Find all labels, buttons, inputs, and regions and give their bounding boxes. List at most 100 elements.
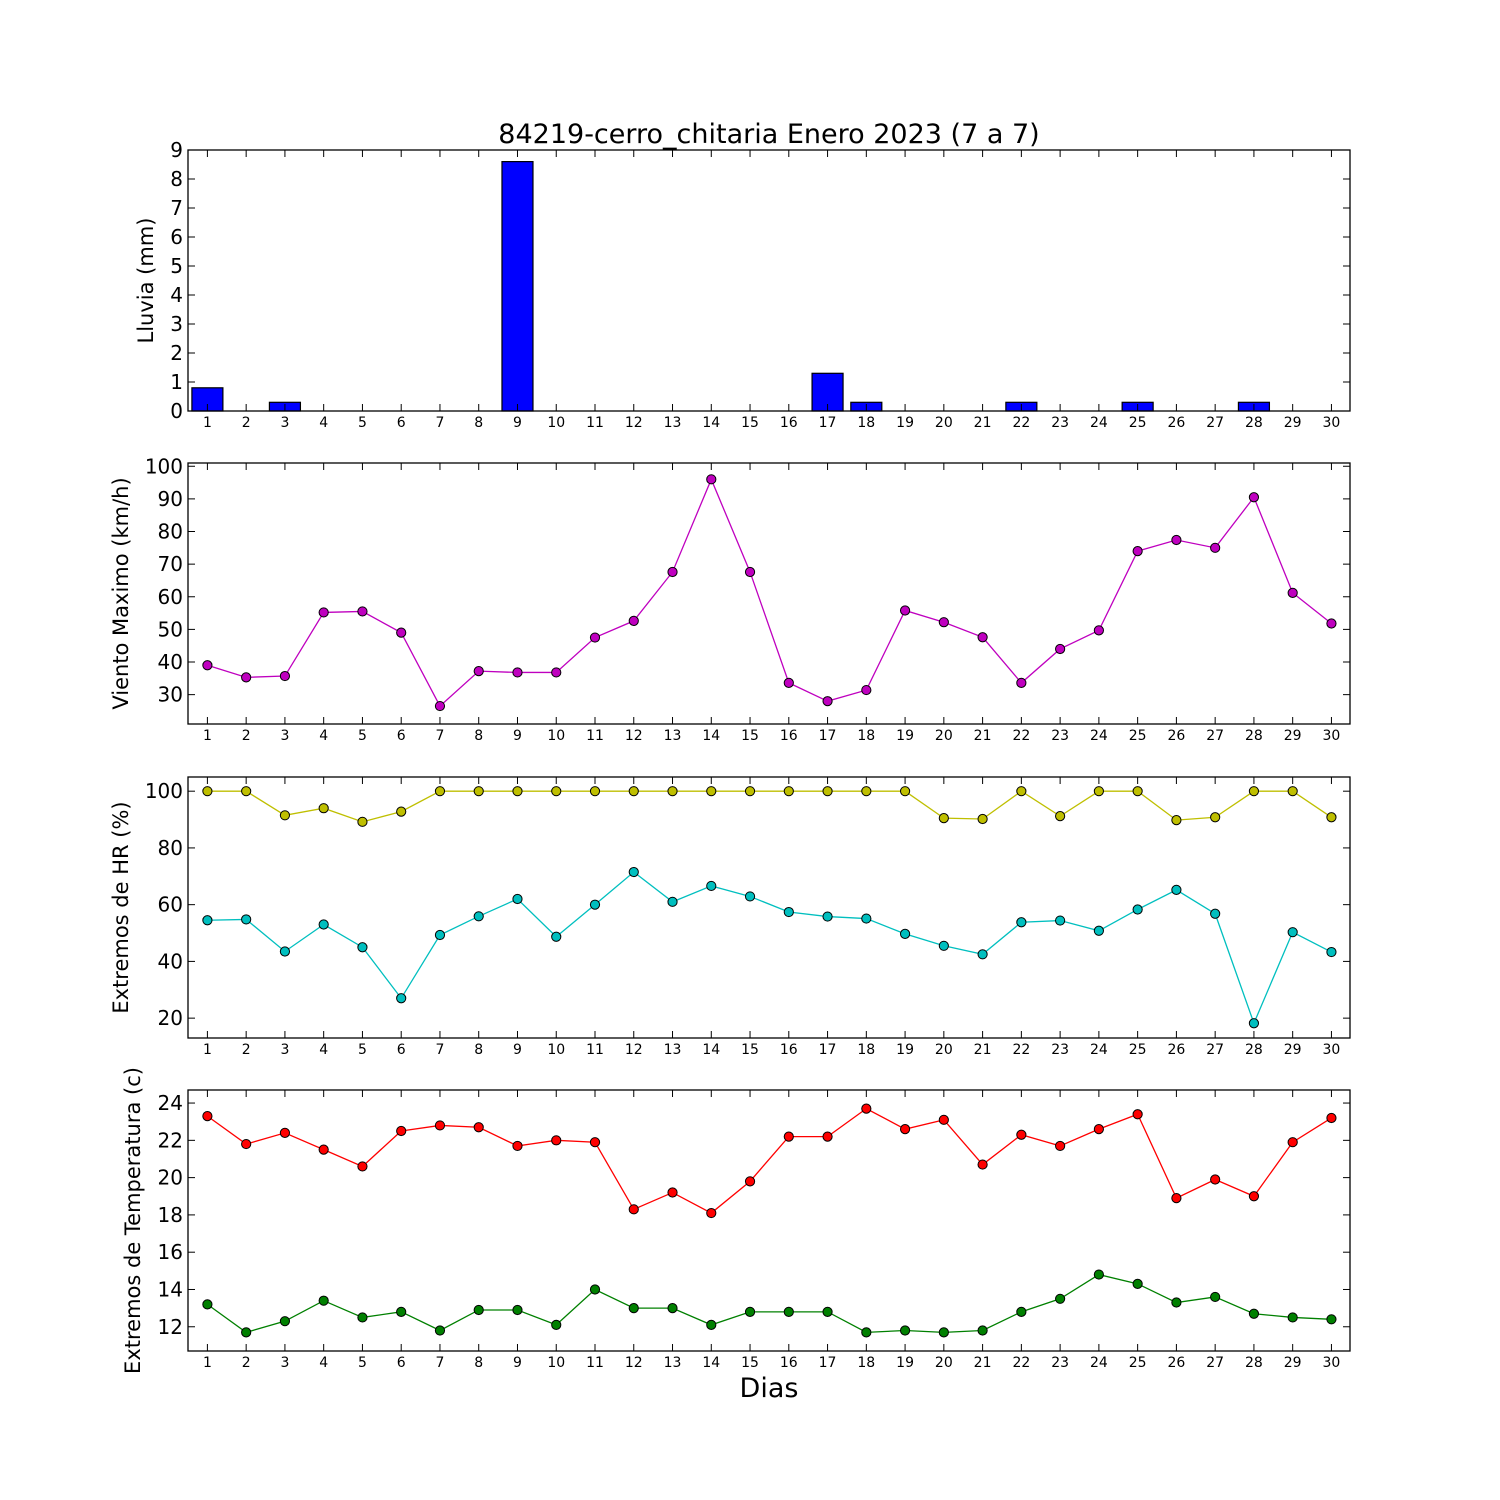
data-point xyxy=(202,1111,213,1122)
y-tick-label: 2 xyxy=(170,341,183,365)
x-tick-label: 20 xyxy=(935,415,953,431)
data-point xyxy=(589,632,601,643)
series-line xyxy=(207,790,1332,823)
y-tick-label: 8 xyxy=(170,167,183,191)
data-point xyxy=(1171,534,1182,546)
data-point xyxy=(744,786,756,797)
data-point xyxy=(1093,925,1104,936)
x-axis-label: Dias xyxy=(740,1373,799,1404)
x-tick-label: 14 xyxy=(702,1042,720,1058)
data-point xyxy=(1210,1174,1221,1185)
data-point xyxy=(1326,1314,1337,1325)
x-tick-label: 27 xyxy=(1206,1355,1224,1371)
data-point xyxy=(1132,1109,1143,1120)
y-axis-label: Viento Maximo (km/h) xyxy=(109,477,133,709)
data-point xyxy=(1171,1297,1182,1308)
x-tick-label: 29 xyxy=(1284,728,1302,744)
x-tick-label: 10 xyxy=(547,415,565,431)
data-point xyxy=(318,803,329,814)
data-point xyxy=(628,1204,639,1215)
data-point xyxy=(1248,1018,1260,1029)
y-tick-label: 60 xyxy=(158,893,183,917)
data-point xyxy=(512,786,523,797)
data-point xyxy=(434,786,446,797)
x-tick-label: 22 xyxy=(1012,1355,1030,1371)
x-tick-label: 18 xyxy=(857,728,875,744)
x-tick-label: 7 xyxy=(435,728,444,744)
x-tick-label: 8 xyxy=(474,1042,483,1058)
series-line xyxy=(207,871,1332,1026)
x-tick-label: 15 xyxy=(741,1355,759,1371)
x-tick-label: 25 xyxy=(1129,1042,1147,1058)
x-tick-label: 24 xyxy=(1090,1355,1108,1371)
data-point xyxy=(1016,1306,1027,1317)
data-point xyxy=(1326,946,1337,958)
data-point xyxy=(279,670,291,682)
data-point xyxy=(1248,492,1260,503)
x-tick-label: 21 xyxy=(974,1355,992,1371)
x-tick-label: 15 xyxy=(741,728,759,744)
x-tick-label: 2 xyxy=(242,1042,251,1058)
x-tick-label: 9 xyxy=(513,1355,522,1371)
x-tick-label: 22 xyxy=(1012,728,1030,744)
y-tick-label: 100 xyxy=(145,779,183,803)
data-point xyxy=(1093,625,1104,636)
data-point xyxy=(357,606,368,617)
data-point xyxy=(861,913,872,924)
data-point xyxy=(357,942,368,953)
data-point xyxy=(551,1135,562,1146)
data-point xyxy=(977,1325,988,1336)
x-tick-label: 1 xyxy=(203,1355,212,1371)
x-tick-label: 23 xyxy=(1051,728,1069,744)
x-tick-label: 29 xyxy=(1284,1042,1302,1058)
data-point xyxy=(1171,884,1182,896)
x-tick-label: 25 xyxy=(1129,415,1147,431)
data-point xyxy=(1248,1191,1260,1202)
data-point xyxy=(512,893,523,905)
x-tick-label: 28 xyxy=(1245,1355,1263,1371)
data-point xyxy=(706,1207,717,1219)
y-tick-label: 9 xyxy=(170,138,183,162)
x-tick-label: 20 xyxy=(935,1355,953,1371)
data-point xyxy=(783,1131,794,1142)
x-tick-label: 14 xyxy=(702,728,720,744)
x-tick-label: 8 xyxy=(474,1355,483,1371)
data-point xyxy=(1055,1293,1066,1304)
x-tick-label: 26 xyxy=(1167,1355,1185,1371)
x-tick-label: 9 xyxy=(513,415,522,431)
y-tick-label: 12 xyxy=(158,1315,183,1339)
data-point xyxy=(861,1327,872,1338)
x-tick-label: 3 xyxy=(280,1355,289,1371)
x-tick-label: 2 xyxy=(242,728,251,744)
x-tick-label: 30 xyxy=(1323,728,1341,744)
data-point xyxy=(318,1295,329,1306)
x-tick-label: 29 xyxy=(1284,415,1302,431)
data-point xyxy=(783,906,794,918)
data-point xyxy=(589,1284,601,1295)
data-point xyxy=(551,786,562,797)
data-point xyxy=(1171,1193,1182,1204)
x-tick-label: 9 xyxy=(513,1042,522,1058)
data-point xyxy=(1055,811,1066,822)
data-point xyxy=(241,786,252,797)
data-point xyxy=(977,1159,988,1170)
x-tick-label: 20 xyxy=(935,1042,953,1058)
y-tick-label: 80 xyxy=(158,836,183,860)
axes-frame xyxy=(187,776,1351,1039)
data-point xyxy=(938,1114,949,1125)
x-tick-label: 13 xyxy=(664,415,682,431)
x-tick-label: 24 xyxy=(1090,1042,1108,1058)
data-point xyxy=(1171,815,1182,826)
data-point xyxy=(1093,1269,1104,1280)
data-point xyxy=(899,1124,911,1135)
x-tick-label: 28 xyxy=(1245,1042,1263,1058)
data-point xyxy=(1210,1291,1221,1303)
x-tick-label: 16 xyxy=(780,1355,798,1371)
y-tick-label: 40 xyxy=(158,650,183,674)
x-tick-label: 18 xyxy=(857,1042,875,1058)
y-tick-label: 30 xyxy=(158,683,183,707)
x-tick-label: 26 xyxy=(1167,415,1185,431)
data-point xyxy=(899,786,911,797)
